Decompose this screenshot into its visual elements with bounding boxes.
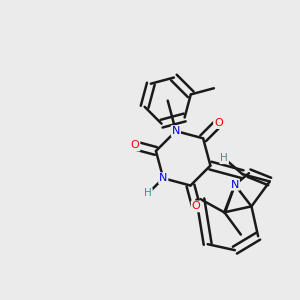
Text: N: N (231, 180, 239, 190)
Text: H: H (220, 153, 228, 163)
Text: N: N (159, 173, 167, 183)
Text: O: O (214, 118, 223, 128)
Text: O: O (192, 201, 200, 212)
Text: H: H (144, 188, 152, 199)
Text: O: O (131, 140, 140, 150)
Text: N: N (172, 126, 180, 136)
